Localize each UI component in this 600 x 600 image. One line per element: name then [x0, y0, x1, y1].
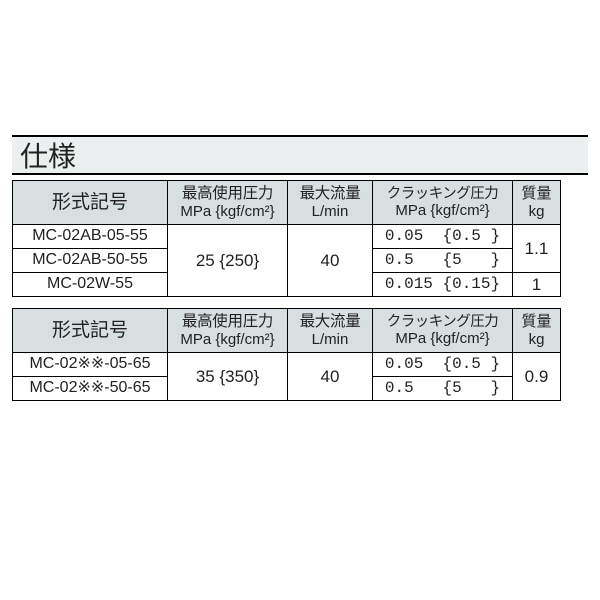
spec-table-2: 形式記号 最高使用圧力 MPa {kgf/cm²} 最大流量 L/min クラッ… — [12, 308, 561, 401]
cell-model: MC-02AB-50-55 — [13, 249, 168, 273]
cell-mass: 0.9 — [513, 353, 561, 401]
table-row: MC-02AB-05-55 25 {250} 40 0.05 {0.5 } 1.… — [13, 225, 561, 249]
table-row: MC-02※※-05-65 35 {350} 40 0.05 {0.5 } 0.… — [13, 353, 561, 377]
spec-table-1: 形式記号 最高使用圧力 MPa {kgf/cm²} 最大流量 L/min クラッ… — [12, 180, 561, 297]
col-cracking-pressure: クラッキング圧力 MPa {kgf/cm²} — [373, 181, 513, 225]
cell-max-pressure: 25 {250} — [168, 225, 288, 297]
col-max-flow: 最大流量 L/min — [288, 309, 373, 353]
col-model: 形式記号 — [13, 309, 168, 353]
cell-mass: 1.1 — [513, 225, 561, 273]
col-mass: 質量 kg — [513, 309, 561, 353]
col-max-pressure: 最高使用圧力 MPa {kgf/cm²} — [168, 309, 288, 353]
section-title-bar: 仕様 — [12, 135, 588, 175]
cell-cracking: 0.5 {5 } — [373, 249, 513, 273]
col-cracking-pressure: クラッキング圧力 MPa {kgf/cm²} — [373, 309, 513, 353]
cell-model: MC-02※※-05-65 — [13, 353, 168, 377]
cell-mass: 1 — [513, 273, 561, 297]
cell-cracking: 0.05 {0.5 } — [373, 353, 513, 377]
cell-max-flow: 40 — [288, 353, 373, 401]
cell-cracking: 0.5 {5 } — [373, 377, 513, 401]
cell-max-pressure: 35 {350} — [168, 353, 288, 401]
cell-model: MC-02AB-05-55 — [13, 225, 168, 249]
section-title: 仕様 — [20, 135, 76, 175]
col-max-pressure: 最高使用圧力 MPa {kgf/cm²} — [168, 181, 288, 225]
cell-max-flow: 40 — [288, 225, 373, 297]
col-mass: 質量 kg — [513, 181, 561, 225]
cell-model: MC-02W-55 — [13, 273, 168, 297]
col-model: 形式記号 — [13, 181, 168, 225]
col-max-flow: 最大流量 L/min — [288, 181, 373, 225]
cell-cracking: 0.015 {0.15} — [373, 273, 513, 297]
cell-model: MC-02※※-50-65 — [13, 377, 168, 401]
cell-cracking: 0.05 {0.5 } — [373, 225, 513, 249]
